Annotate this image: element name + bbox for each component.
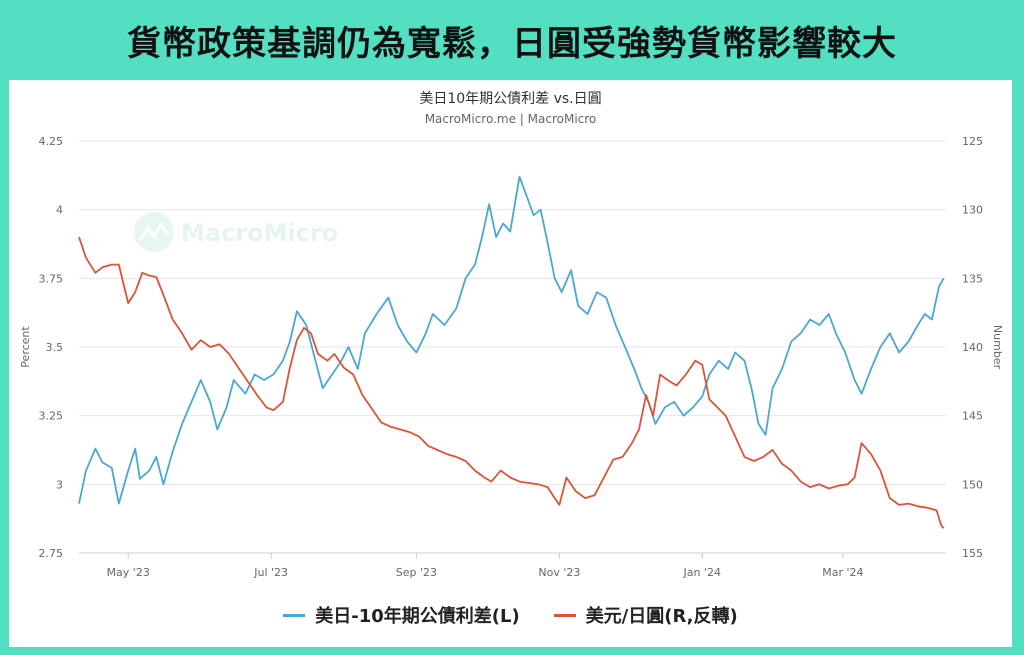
left-axis-label: Percent: [19, 326, 32, 368]
right-tick-label: 140: [962, 341, 983, 354]
legend-label-jpy: 美元/日圓(R,反轉): [585, 606, 738, 627]
left-tick-label: 2.75: [39, 547, 64, 560]
x-tick-label: Nov '23: [538, 566, 580, 579]
left-tick-label: 4: [56, 204, 63, 217]
x-axis: May '23 Jul '23 Sep '23 Nov '23 Jan '24 Mar '…: [79, 552, 946, 579]
chart-subtitle: MacroMicro.me | MacroMicro: [424, 112, 597, 126]
series: [78, 175, 945, 529]
right-axis: 125 130 135 140 145 150 155: [962, 135, 983, 560]
right-tick-label: 155: [962, 547, 983, 560]
legend-swatch-jpy: [553, 613, 576, 617]
left-tick-label: 3.25: [39, 410, 64, 423]
chart-panel: MacroMicro 2.75 3 3.25 3.5 3.75 4 4.25 125 130 1…: [9, 80, 1012, 647]
x-tick-label: Mar '24: [822, 566, 863, 579]
legend-item-spread[interactable]: 美日-10年期公債利差(L): [283, 602, 520, 628]
chart-title: 美日10年期公債利差 vs.日圓: [419, 91, 602, 107]
x-tick-label: Jan '24: [683, 566, 721, 579]
left-tick-label: 4.25: [39, 135, 64, 148]
right-axis-label: Number: [991, 325, 1004, 370]
headline: 貨幣政策基調仍為寬鬆，日圓受強勢貨幣影響較大: [127, 23, 897, 64]
right-tick-label: 150: [962, 478, 983, 491]
legend-label-spread: 美日-10年期公債利差(L): [315, 606, 520, 627]
series-line-jpy: [78, 236, 945, 529]
legend-swatch-spread: [283, 613, 306, 617]
x-tick-label: May '23: [107, 566, 150, 579]
x-tick-label: Jul '23: [253, 566, 288, 579]
left-tick-label: 3.5: [46, 341, 64, 354]
series-line-spread: [78, 175, 945, 505]
watermark: MacroMicro: [134, 212, 338, 252]
right-tick-label: 145: [962, 410, 983, 423]
left-axis: 2.75 3 3.25 3.5 3.75 4 4.25: [39, 135, 64, 560]
left-tick-label: 3: [56, 478, 63, 491]
right-tick-label: 125: [962, 135, 983, 148]
right-tick-label: 130: [962, 204, 983, 217]
right-tick-label: 135: [962, 272, 983, 285]
watermark-text: MacroMicro: [181, 219, 338, 247]
left-tick-label: 3.75: [39, 272, 64, 285]
x-tick-label: Sep '23: [396, 566, 437, 579]
legend: 美日-10年期公債利差(L) 美元/日圓(R,反轉): [9, 602, 1012, 628]
legend-item-jpy[interactable]: 美元/日圓(R,反轉): [553, 602, 738, 628]
macromicro-logo-icon: [134, 212, 174, 252]
